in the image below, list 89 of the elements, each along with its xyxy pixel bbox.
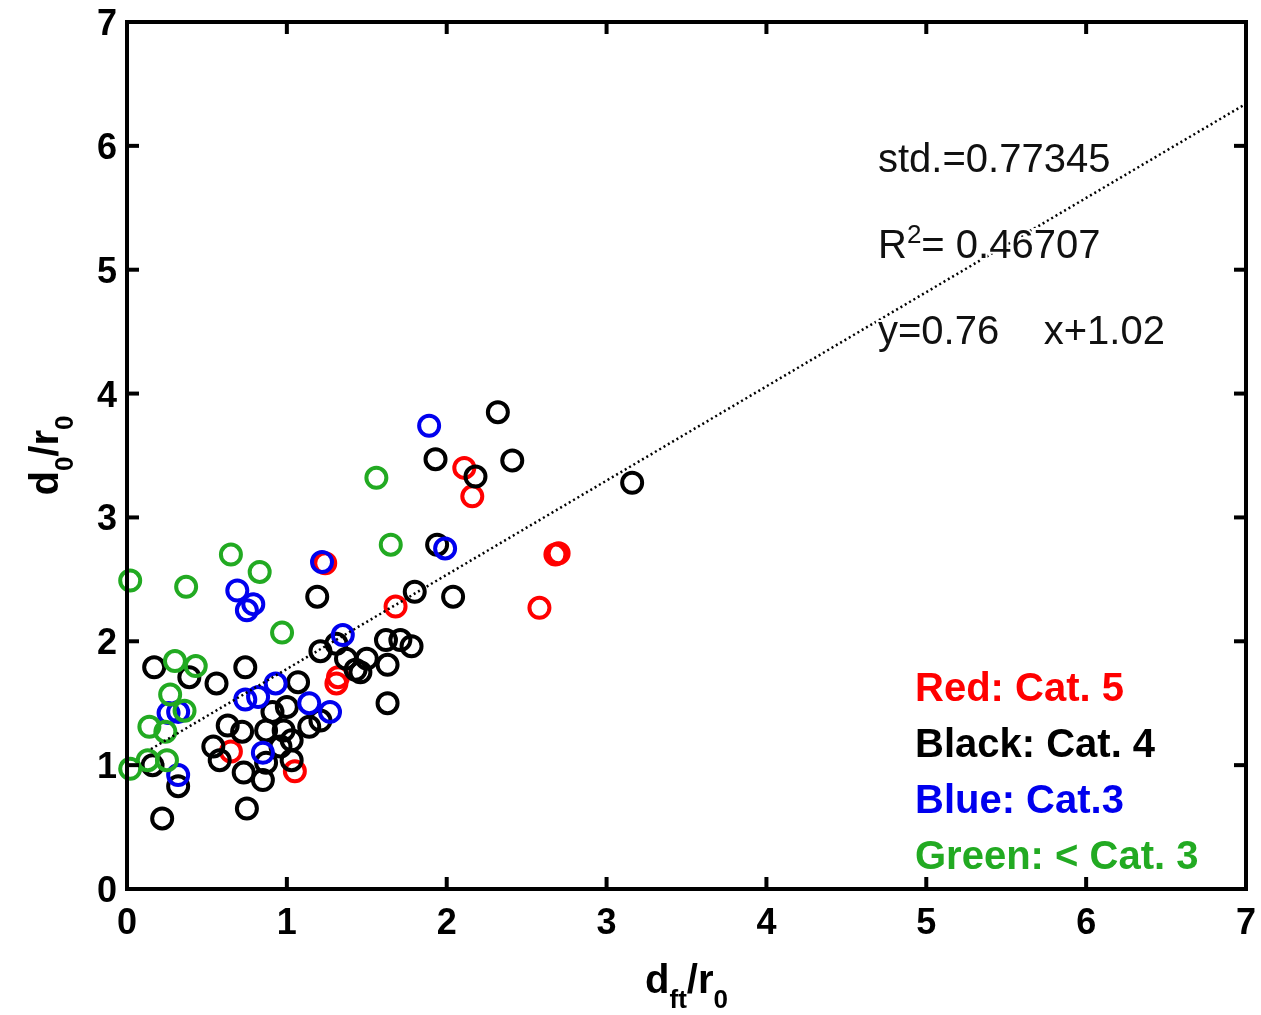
x-tick-label: 5	[916, 901, 937, 942]
x-tick-label: 6	[1076, 901, 1097, 942]
point	[250, 768, 275, 793]
point	[172, 698, 197, 723]
point	[324, 671, 349, 696]
point	[118, 756, 143, 781]
point	[233, 687, 258, 712]
point	[308, 639, 333, 664]
point	[150, 806, 175, 831]
x-tick-label: 4	[756, 901, 777, 942]
point	[417, 413, 442, 438]
point	[286, 670, 311, 695]
point	[271, 718, 296, 743]
point	[231, 760, 256, 785]
point	[241, 592, 266, 617]
point	[201, 734, 226, 759]
point	[233, 655, 258, 680]
y-tick-label: 2	[96, 621, 117, 663]
point	[318, 699, 343, 724]
point	[463, 464, 488, 489]
point	[247, 559, 272, 584]
point	[297, 691, 322, 716]
point	[378, 532, 403, 557]
point	[254, 718, 279, 743]
point	[174, 574, 199, 599]
point	[620, 470, 645, 495]
point	[388, 628, 413, 653]
annotation: y=0.76 x+1.02	[878, 308, 1165, 352]
point	[441, 584, 466, 609]
y-tick-label: 1	[96, 745, 117, 787]
point	[297, 714, 322, 739]
y-tick-label: 3	[96, 497, 117, 539]
point	[158, 682, 183, 707]
point	[250, 740, 275, 765]
point	[279, 728, 304, 753]
point	[383, 594, 408, 619]
point	[246, 685, 271, 710]
legend-label: Black: Cat. 4	[915, 721, 1156, 765]
point	[375, 652, 400, 677]
point	[263, 671, 288, 696]
point	[485, 400, 510, 425]
point	[279, 748, 304, 773]
point	[137, 714, 162, 739]
point	[373, 628, 398, 653]
text: Blue: Cat.3	[915, 777, 1124, 821]
point	[274, 694, 299, 719]
y-tick-label: 5	[96, 249, 117, 291]
x-axis-title: d$_{ft}$/r$_{0}$	[645, 957, 728, 1014]
point	[162, 649, 187, 674]
point	[207, 748, 232, 773]
point	[270, 620, 295, 645]
y-tick-label: 6	[96, 125, 117, 167]
point	[330, 623, 355, 648]
point	[135, 748, 160, 773]
y-tick-label: 0	[96, 869, 117, 910]
x-tick-label: 3	[596, 901, 617, 942]
point	[348, 660, 373, 685]
point	[234, 598, 259, 623]
point	[433, 536, 458, 561]
point	[154, 748, 179, 773]
point	[183, 654, 208, 679]
point	[118, 568, 143, 593]
point	[225, 578, 250, 603]
point	[334, 646, 358, 671]
x-tick-label: 1	[276, 901, 297, 942]
point	[354, 646, 379, 671]
point	[402, 579, 427, 604]
point	[423, 447, 448, 472]
point	[500, 448, 525, 473]
point	[375, 691, 400, 716]
text: Red: Cat. 5	[915, 665, 1124, 709]
y-tick-label: 4	[96, 373, 117, 415]
x-tick-label: 2	[436, 901, 457, 942]
annotation: std.=0.77345	[878, 136, 1111, 180]
point	[527, 595, 552, 620]
point	[215, 713, 240, 738]
point	[230, 719, 255, 744]
point	[234, 796, 259, 821]
point	[153, 719, 178, 744]
point	[364, 465, 389, 490]
point	[142, 655, 167, 680]
point	[343, 657, 368, 682]
point	[204, 671, 229, 696]
point	[305, 584, 330, 609]
point	[399, 634, 424, 659]
point	[218, 542, 243, 567]
text: Green: < Cat. 3	[915, 833, 1199, 877]
x-tick-label: 7	[1235, 901, 1257, 942]
y-tick-label: 7	[96, 2, 117, 43]
